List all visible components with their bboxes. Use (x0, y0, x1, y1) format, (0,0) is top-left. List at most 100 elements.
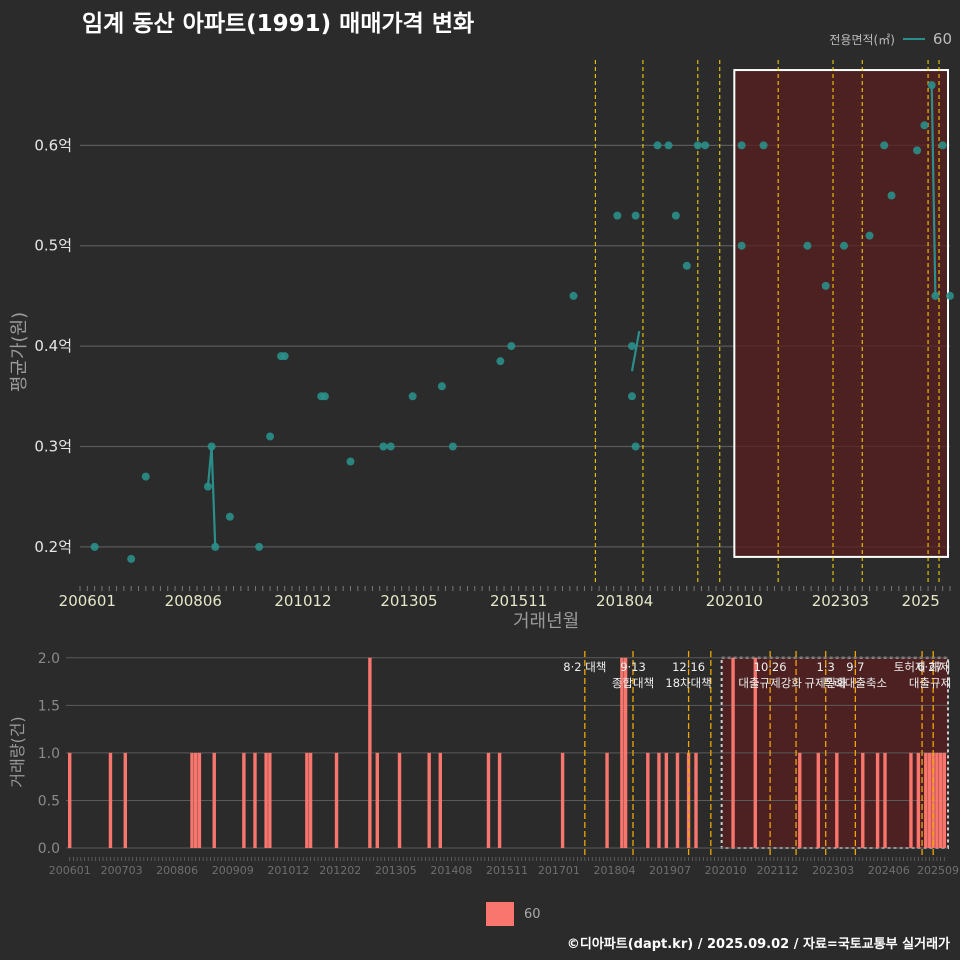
volume-bar (646, 752, 650, 848)
volume-annotation: 12·16 (672, 660, 705, 674)
volume-x-tick-label: 200806 (156, 864, 198, 877)
bar-legend-swatch (486, 902, 514, 926)
volume-bar (305, 752, 309, 848)
price-y-tick-label: 0.5억 (34, 237, 72, 255)
price-point (280, 352, 289, 361)
price-x-tick-label: 200601 (59, 592, 116, 610)
volume-bar (194, 752, 198, 848)
price-point (141, 472, 150, 481)
price-y-tick-label: 0.3억 (34, 437, 72, 455)
volume-bar (197, 752, 202, 848)
volume-bar (268, 752, 272, 848)
volume-bar (397, 752, 402, 848)
volume-bar (675, 752, 680, 848)
price-point (682, 261, 691, 270)
volume-annotation: 대출규제강화 (738, 676, 802, 690)
price-point (320, 392, 329, 401)
volume-y-tick-label: 0.0 (38, 841, 60, 857)
volume-bar (108, 752, 113, 848)
bar-legend: 60 (486, 902, 541, 926)
price-x-tick-label: 200806 (165, 592, 222, 610)
price-x-tick-label: 202010 (706, 592, 763, 610)
price-point (569, 291, 578, 300)
volume-bar (308, 752, 313, 848)
price-y-tick-label: 0.2억 (34, 538, 72, 556)
volume-annotation: 18차대책 (665, 676, 711, 690)
price-point (507, 342, 516, 351)
volume-annotation: 특례대출축소 (824, 676, 887, 690)
volume-x-tick-label: 202303 (812, 864, 854, 877)
price-x-tick-label: 2025 (902, 592, 940, 610)
volume-annotation: 8·2 대책 (563, 660, 606, 674)
price-point (913, 146, 922, 155)
price-point (225, 512, 234, 521)
volume-y-tick-label: 0.5 (38, 793, 60, 809)
volume-bar (798, 752, 802, 848)
price-series-line (930, 85, 937, 296)
volume-bar (753, 657, 757, 848)
volume-y-tick-label: 1.5 (38, 698, 60, 714)
volume-bar (375, 752, 379, 848)
volume-bar (623, 657, 628, 848)
price-point (346, 457, 355, 466)
legend-title: 전용면적(㎡) (829, 32, 895, 47)
footer-credit: ©디아파트(dapt.kr) / 2025.09.02 / 자료=국토교통부 실… (566, 937, 950, 952)
price-point (946, 291, 954, 300)
price-point (448, 442, 457, 451)
price-series-line (630, 330, 641, 372)
volume-bar (942, 752, 946, 848)
volume-bar (935, 752, 939, 848)
price-point (931, 291, 940, 300)
volume-x-tick-label: 201804 (593, 864, 635, 877)
volume-x-tick-label: 201701 (538, 864, 580, 877)
volume-x-tick-label: 201907 (649, 864, 691, 877)
volume-y-tick-label: 1.0 (38, 746, 60, 762)
price-x-tick-label: 201305 (380, 592, 437, 610)
volume-bar (486, 752, 491, 848)
price-point (613, 211, 622, 220)
price-point (701, 141, 710, 150)
volume-y-tick-label: 2.0 (38, 651, 60, 667)
volume-annotation: 대출규제 (909, 676, 951, 690)
volume-bar (924, 752, 928, 848)
legend-line-swatch (902, 38, 925, 40)
price-point (631, 211, 640, 220)
volume-x-tick-label: 201202 (319, 864, 361, 877)
legend: 전용면적(㎡) 60 (829, 30, 952, 48)
volume-x-tick-label: 200601 (49, 864, 91, 877)
price-point (693, 141, 702, 150)
volume-bar (560, 752, 565, 848)
volume-bar (835, 752, 839, 848)
price-point (880, 141, 889, 150)
volume-x-tick-label: 201305 (375, 864, 417, 877)
price-point (203, 482, 212, 491)
volume-bar (664, 752, 669, 848)
price-x-tick-label: 201804 (596, 592, 653, 610)
volume-annotation: 6·27 (917, 660, 943, 674)
price-point (938, 141, 947, 150)
volume-bar (497, 752, 502, 848)
chart-title: 임계 동산 아파트(1991) 매매가격 변화 (82, 11, 475, 37)
price-x-axis-label: 거래년월 (513, 611, 580, 632)
price-point (386, 442, 395, 451)
volume-bar (927, 752, 932, 848)
price-point (865, 231, 874, 240)
volume-annotation: 종합대책 (612, 676, 654, 690)
price-series-line (206, 446, 217, 547)
volume-bar (123, 752, 127, 848)
price-x-tick-label: 201012 (274, 592, 331, 610)
price-point (737, 141, 746, 150)
price-point (927, 81, 936, 90)
volume-bar (368, 657, 372, 848)
volume-bar (427, 752, 431, 848)
price-point (737, 241, 746, 250)
volume-x-tick-label: 201408 (430, 864, 472, 877)
volume-annotation: 규제완화 (805, 676, 848, 690)
volume-bar (605, 752, 609, 848)
price-point (627, 392, 636, 401)
volume-x-tick-label: 202010 (705, 864, 747, 877)
volume-bar (694, 752, 698, 848)
volume-x-tick-label: 201012 (267, 864, 309, 877)
price-point (631, 442, 640, 451)
volume-annotation: 9·13 (620, 660, 646, 674)
